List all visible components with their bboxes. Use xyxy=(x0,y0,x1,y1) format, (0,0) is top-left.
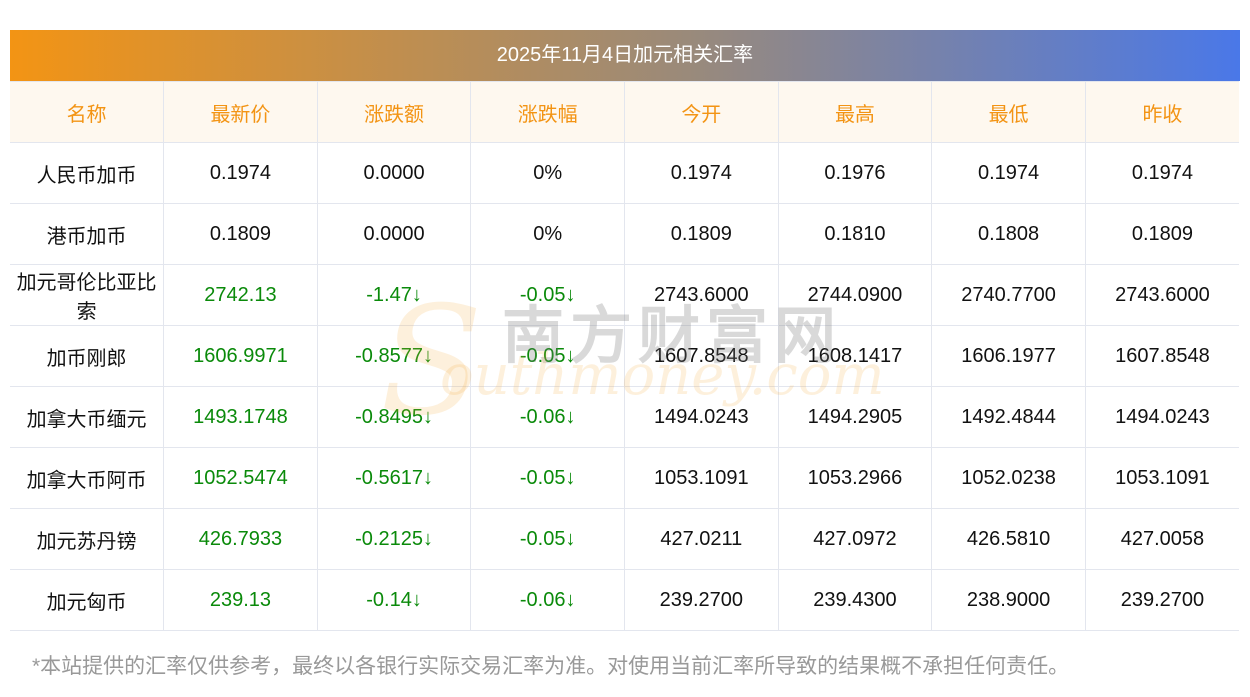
value-cell: -0.05↓ xyxy=(470,447,625,509)
value-cell: 1494.0243 xyxy=(1084,386,1239,448)
value-cell: 426.7933 xyxy=(163,508,318,570)
currency-name-cell: 加元苏丹镑 xyxy=(10,508,165,570)
value-cell: 427.0211 xyxy=(624,508,779,570)
column-header: 涨跌幅 xyxy=(470,81,625,143)
value-cell: 1494.0243 xyxy=(624,386,779,448)
column-header: 昨收 xyxy=(1084,81,1239,143)
value-cell: -0.2125↓ xyxy=(316,508,472,570)
value-cell: 239.2700 xyxy=(1084,569,1239,631)
value-cell: -0.8495↓ xyxy=(316,386,472,448)
column-header: 今开 xyxy=(624,81,779,143)
value-cell: 427.0058 xyxy=(1084,508,1239,570)
table-title: 2025年11月4日加元相关汇率 xyxy=(10,30,1240,81)
value-cell: 0.1974 xyxy=(1084,142,1239,204)
table-row: 加拿大币阿币 1052.5474 -0.5617↓ -0.05↓ 1053.1091 10… xyxy=(10,447,1239,509)
currency-name-cell: 港币加币 xyxy=(10,203,165,265)
value-cell: 426.5810 xyxy=(931,508,1086,570)
value-cell: 239.13 xyxy=(163,569,318,631)
value-cell: 1052.0238 xyxy=(931,447,1086,509)
value-cell: 1053.1091 xyxy=(1084,447,1239,509)
value-cell: 1053.2966 xyxy=(777,447,933,509)
value-cell: -0.05↓ xyxy=(470,325,625,387)
value-cell: 1607.8548 xyxy=(1084,325,1239,387)
exchange-rate-table: 名称 最新价 涨跌额 涨跌幅 今开 最高 最低 昨收 人民币加币 0.1974 0.0000 0% 0… xyxy=(10,81,1239,631)
table-row: 港币加币 0.1809 0.0000 0% 0.1809 0.1810 0.1808 0.18… xyxy=(10,203,1239,265)
value-cell: 0.0000 xyxy=(316,142,472,204)
value-cell: 1607.8548 xyxy=(624,325,779,387)
table-row: 人民币加币 0.1974 0.0000 0% 0.1974 0.1976 0.1974 0.1… xyxy=(10,142,1239,204)
value-cell: 238.9000 xyxy=(931,569,1086,631)
value-cell: 0.1809 xyxy=(163,203,318,265)
value-cell: 0.1974 xyxy=(931,142,1086,204)
currency-name-cell: 人民币加币 xyxy=(10,142,165,204)
table-row: 加元匈币 239.13 -0.14↓ -0.06↓ 239.2700 239.4300 23… xyxy=(10,569,1239,631)
value-cell: -0.14↓ xyxy=(316,569,472,631)
value-cell: 0.1974 xyxy=(624,142,779,204)
column-header: 最新价 xyxy=(163,81,318,143)
currency-name-cell: 加拿大币缅元 xyxy=(10,386,165,448)
table-row: 加元苏丹镑 426.7933 -0.2125↓ -0.05↓ 427.0211 427.0… xyxy=(10,508,1239,570)
value-cell: 0.1810 xyxy=(777,203,933,265)
value-cell: -1.47↓ xyxy=(316,264,472,326)
table-row: 加元哥伦比亚比索 2742.13 -1.47↓ -0.05↓ 2743.6000 2744… xyxy=(10,264,1239,326)
value-cell: 0% xyxy=(470,142,625,204)
value-cell: -0.06↓ xyxy=(470,386,625,448)
column-header: 涨跌额 xyxy=(316,81,472,143)
value-cell: 1494.2905 xyxy=(777,386,933,448)
value-cell: 427.0972 xyxy=(777,508,933,570)
column-header: 最低 xyxy=(931,81,1086,143)
currency-name-cell: 加元匈币 xyxy=(10,569,165,631)
value-cell: 0.1974 xyxy=(163,142,318,204)
value-cell: -0.5617↓ xyxy=(316,447,472,509)
value-cell: 239.4300 xyxy=(777,569,933,631)
disclaimer-note: *本站提供的汇率仅供参考，最终以各银行实际交易汇率为准。对使用当前汇率所导致的结… xyxy=(32,655,1070,678)
column-header: 最高 xyxy=(777,81,933,143)
value-cell: -0.8577↓ xyxy=(316,325,472,387)
value-cell: 1493.1748 xyxy=(163,386,318,448)
value-cell: 1606.1977 xyxy=(931,325,1086,387)
currency-name-cell: 加币刚郎 xyxy=(10,325,165,387)
value-cell: 0.0000 xyxy=(316,203,472,265)
value-cell: 0.1976 xyxy=(777,142,933,204)
value-cell: 2743.6000 xyxy=(1084,264,1239,326)
currency-name-cell: 加元哥伦比亚比索 xyxy=(10,264,165,326)
value-cell: 1608.1417 xyxy=(777,325,933,387)
value-cell: 0.1809 xyxy=(624,203,779,265)
table-row: 加币刚郎 1606.9971 -0.8577↓ -0.05↓ 1607.8548 1608… xyxy=(10,325,1239,387)
value-cell: 0.1809 xyxy=(1084,203,1239,265)
value-cell: 1492.4844 xyxy=(931,386,1086,448)
value-cell: 1053.1091 xyxy=(624,447,779,509)
value-cell: -0.06↓ xyxy=(470,569,625,631)
value-cell: 239.2700 xyxy=(624,569,779,631)
value-cell: 2740.7700 xyxy=(931,264,1086,326)
value-cell: 2744.0900 xyxy=(777,264,933,326)
value-cell: 0% xyxy=(470,203,625,265)
value-cell: 2742.13 xyxy=(163,264,318,326)
value-cell: 0.1808 xyxy=(931,203,1086,265)
value-cell: -0.05↓ xyxy=(470,264,625,326)
value-cell: 2743.6000 xyxy=(624,264,779,326)
value-cell: 1606.9971 xyxy=(163,325,318,387)
header-row: 名称 最新价 涨跌额 涨跌幅 今开 最高 最低 昨收 xyxy=(10,81,1239,143)
table-row: 加拿大币缅元 1493.1748 -0.8495↓ -0.06↓ 1494.0243 14… xyxy=(10,386,1239,448)
value-cell: 1052.5474 xyxy=(163,447,318,509)
currency-name-cell: 加拿大币阿币 xyxy=(10,447,165,509)
value-cell: -0.05↓ xyxy=(470,508,625,570)
column-header: 名称 xyxy=(10,81,165,143)
